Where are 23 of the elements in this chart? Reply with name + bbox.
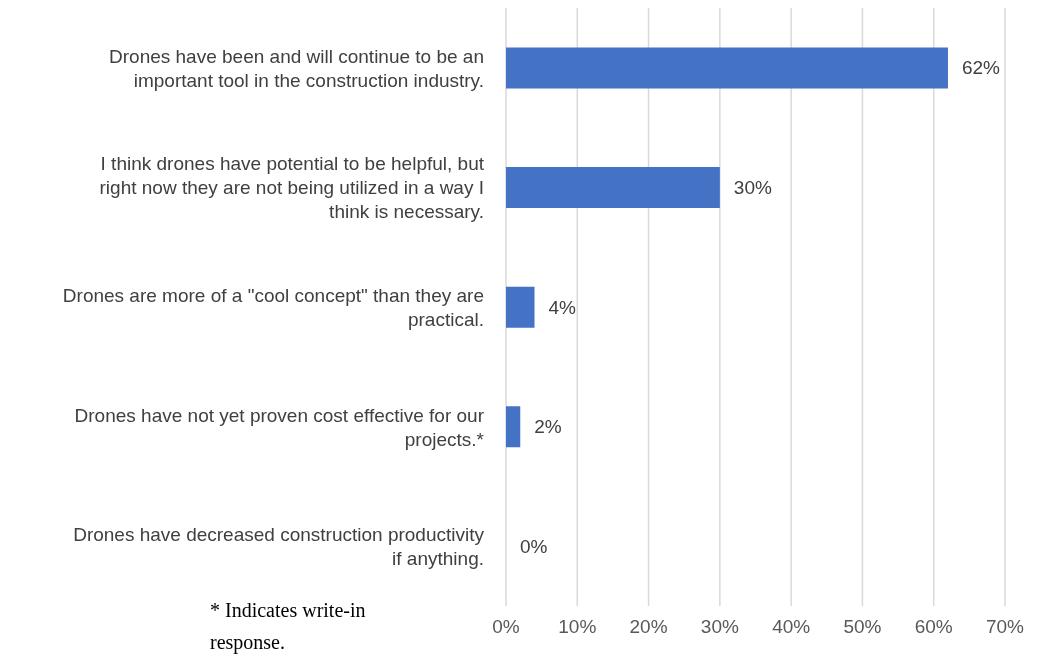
text: * Indicates write-in response. (210, 598, 367, 656)
y-tick-label: Drones have been and will continue to be an important tool in the construction industry. (109, 45, 484, 91)
x-tick-label: 20% (629, 616, 668, 638)
y-tick-label: I think drones have potential to be helpful, but right now they are not being utilized in a way I think is necessary. (99, 152, 485, 222)
data-label: 62% (961, 57, 1001, 79)
x-tick-label: 30% (700, 616, 739, 638)
x-tick-label: 50% (843, 616, 882, 638)
data-label: 0% (520, 535, 548, 557)
bar (506, 286, 535, 328)
x-tick-label: 60% (914, 616, 953, 638)
y-tick-label: Drones are more of a "cool concept" than they are practical. (62, 284, 484, 330)
x-tick-label: 10% (558, 616, 597, 638)
data-label: 30% (733, 176, 772, 198)
data-label: 2% (534, 416, 562, 438)
bar (506, 406, 521, 448)
data-label: 4% (548, 296, 577, 318)
y-tick-label: Drones have not yet proven cost effective for our projects.* (74, 404, 485, 450)
bar (506, 167, 720, 209)
x-tick-label: 70% (985, 616, 1025, 638)
x-tick-label: 0% (492, 616, 520, 638)
bar (506, 47, 948, 89)
x-tick-label: 40% (772, 616, 811, 638)
y-tick-label: Drones have decreased construction productivity if anything. (73, 523, 485, 569)
